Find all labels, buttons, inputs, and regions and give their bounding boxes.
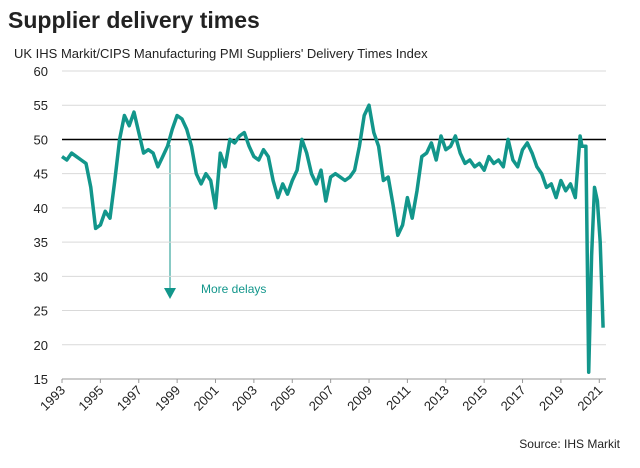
y-tick-label: 20 <box>34 338 48 353</box>
x-tick-label: 1999 <box>152 383 183 414</box>
source: Source: IHS Markit <box>519 437 620 451</box>
x-tick-label: 2019 <box>536 383 567 414</box>
y-tick-label: 45 <box>34 167 48 182</box>
annotation: More delays <box>201 282 266 296</box>
x-tick-label: 2003 <box>229 383 260 414</box>
y-tick-label: 55 <box>34 98 48 113</box>
y-tick-label: 35 <box>34 235 48 250</box>
x-tick-label: 2001 <box>191 383 222 414</box>
x-tick-label: 2011 <box>383 383 413 413</box>
chart-title: Supplier delivery times <box>8 7 260 33</box>
x-tick-label: 2009 <box>344 383 375 414</box>
y-tick-label: 30 <box>34 269 48 284</box>
x-tick-label: 1997 <box>114 383 145 414</box>
y-tick-label: 50 <box>34 132 48 147</box>
chart-subtitle: UK IHS Markit/CIPS Manufacturing PMI Sup… <box>14 46 428 61</box>
y-tick-label: 60 <box>34 64 48 79</box>
x-tick-label: 2017 <box>498 383 529 414</box>
x-tick-label: 2013 <box>421 383 452 414</box>
x-tick-label: 2015 <box>459 383 490 414</box>
y-tick-label: 15 <box>34 372 48 387</box>
y-tick-label: 40 <box>34 201 48 216</box>
x-tick-label: 1993 <box>37 383 68 414</box>
x-tick-label: 1995 <box>75 383 106 414</box>
x-tick-label: 2021 <box>574 383 605 414</box>
data-line <box>60 103 605 374</box>
x-tick-label: 2007 <box>306 383 337 414</box>
y-tick-label: 25 <box>34 304 48 319</box>
x-tick-label: 2005 <box>267 383 298 414</box>
annotation-arrow <box>164 145 176 299</box>
